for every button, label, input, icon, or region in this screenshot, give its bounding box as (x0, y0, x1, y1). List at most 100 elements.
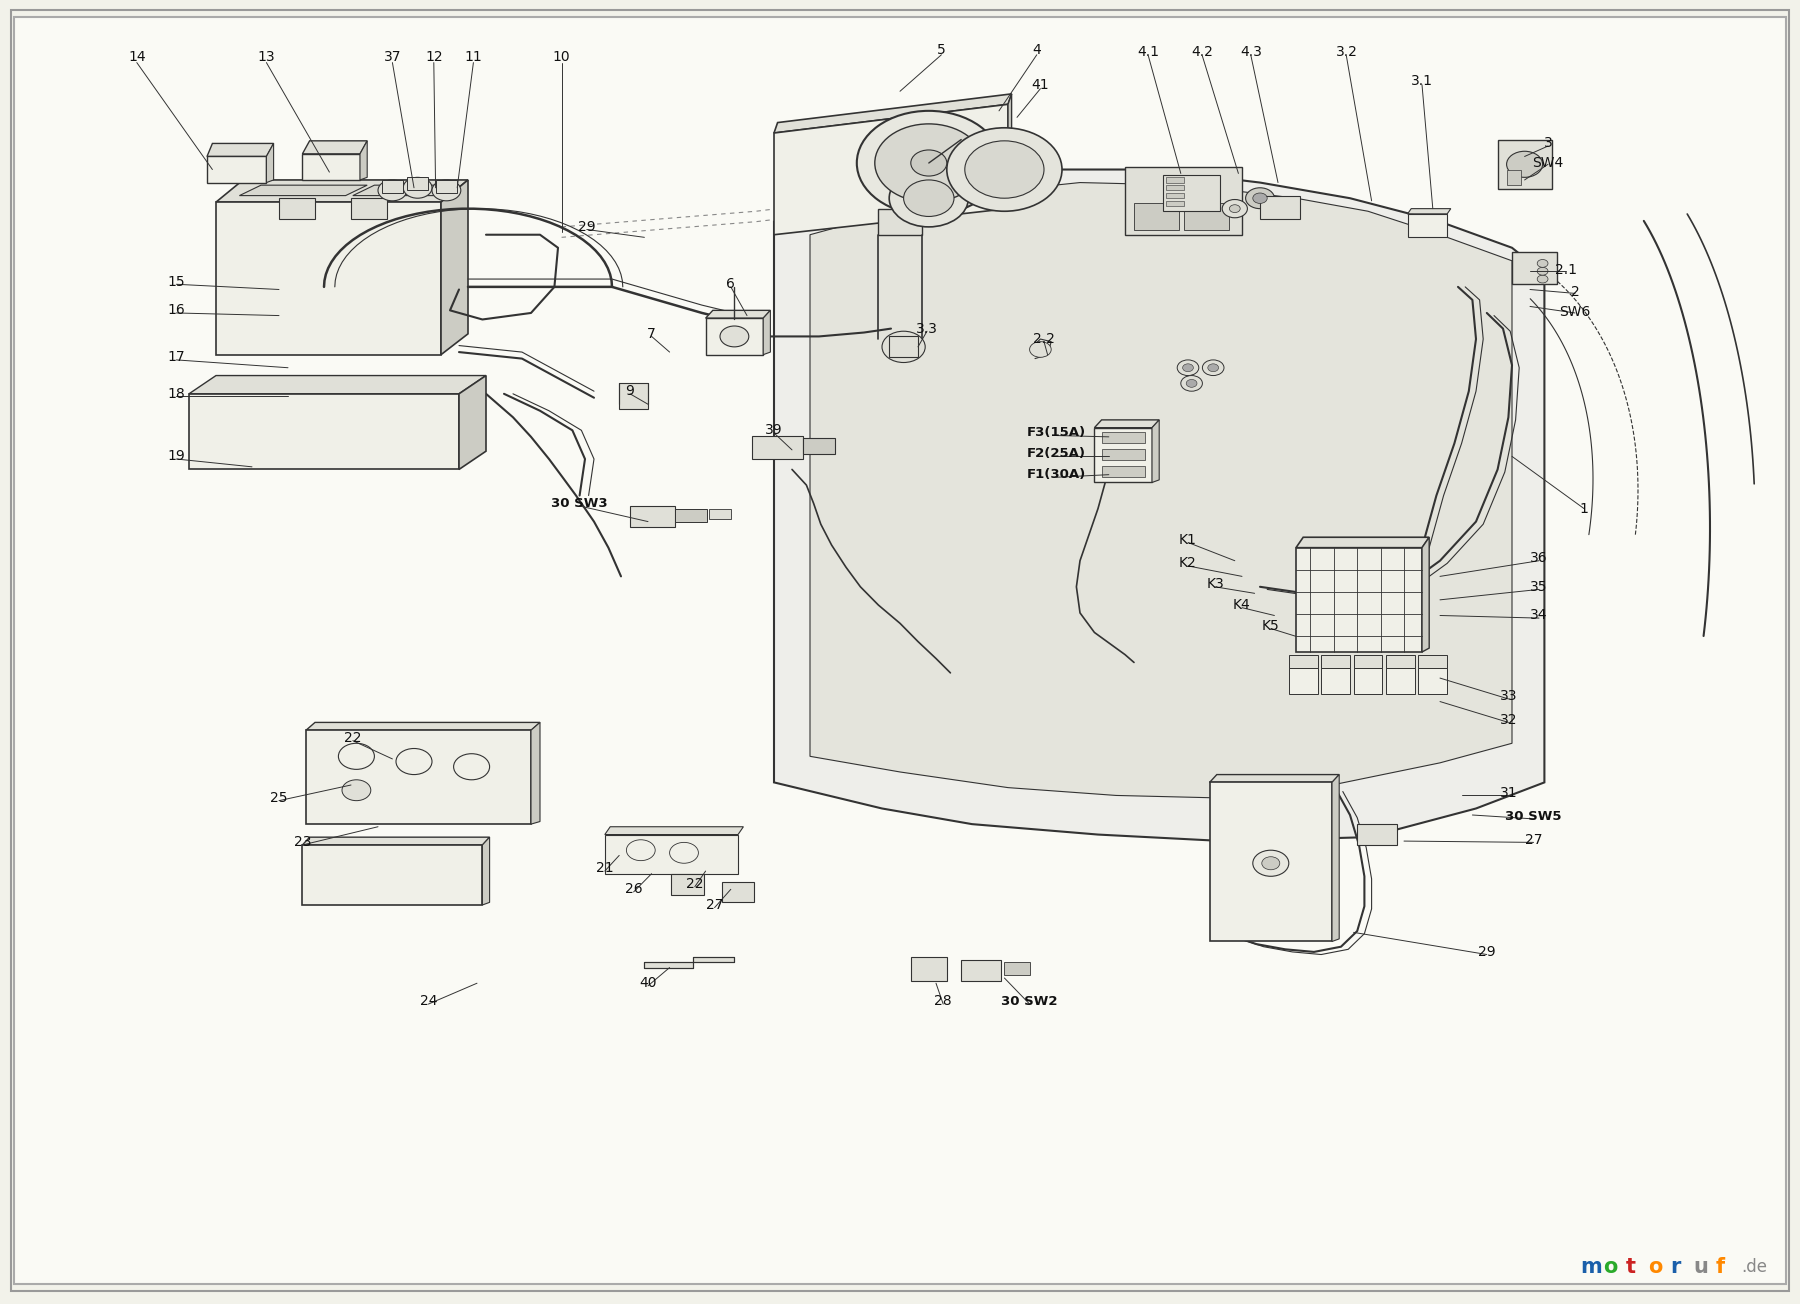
Circle shape (396, 748, 432, 775)
Text: 34: 34 (1530, 609, 1548, 622)
Polygon shape (302, 845, 482, 905)
Circle shape (889, 170, 968, 227)
Circle shape (1183, 364, 1193, 372)
Text: 17: 17 (167, 351, 185, 364)
Text: 4.1: 4.1 (1138, 46, 1159, 59)
Text: SW6: SW6 (1559, 305, 1591, 318)
Bar (619, 383, 648, 409)
Text: 6: 6 (727, 278, 734, 291)
Text: t: t (1625, 1257, 1636, 1278)
Polygon shape (1210, 775, 1339, 782)
Polygon shape (459, 376, 486, 469)
Text: F1(30A): F1(30A) (1028, 468, 1085, 481)
Bar (1512, 252, 1557, 284)
Circle shape (1202, 360, 1224, 376)
Polygon shape (531, 722, 540, 824)
Polygon shape (774, 170, 1544, 841)
Circle shape (882, 331, 925, 363)
Bar (436, 180, 457, 193)
Polygon shape (1354, 655, 1382, 668)
Circle shape (626, 840, 655, 861)
Bar (1498, 140, 1552, 189)
Text: 30 SW5: 30 SW5 (1505, 810, 1562, 823)
Circle shape (1262, 857, 1280, 870)
Bar (1163, 175, 1220, 211)
Text: 15: 15 (167, 275, 185, 288)
Text: K5: K5 (1262, 619, 1280, 632)
Bar (671, 874, 704, 895)
Bar (1166, 185, 1184, 190)
Bar (279, 198, 315, 219)
Polygon shape (441, 180, 468, 355)
Text: r: r (1670, 1257, 1681, 1278)
Text: f: f (1715, 1257, 1724, 1278)
Text: 4: 4 (1033, 43, 1040, 56)
Polygon shape (774, 104, 1008, 235)
Bar (675, 509, 707, 522)
Polygon shape (1386, 655, 1415, 668)
Polygon shape (1422, 537, 1429, 652)
Text: 29: 29 (1478, 945, 1496, 958)
Circle shape (1177, 360, 1199, 376)
Text: o: o (1602, 1257, 1616, 1278)
Polygon shape (605, 835, 738, 874)
Text: K2: K2 (1179, 557, 1197, 570)
Circle shape (1181, 376, 1202, 391)
Polygon shape (216, 202, 441, 355)
Polygon shape (1354, 668, 1382, 694)
Circle shape (911, 150, 947, 176)
Circle shape (1246, 188, 1274, 209)
Bar (407, 177, 428, 190)
Bar (1004, 962, 1030, 975)
Text: 24: 24 (419, 995, 437, 1008)
Bar (803, 438, 835, 454)
Circle shape (1030, 342, 1051, 357)
Polygon shape (1418, 655, 1447, 668)
Bar (630, 506, 675, 527)
Polygon shape (302, 141, 367, 154)
Circle shape (432, 180, 461, 201)
Text: 18: 18 (167, 387, 185, 400)
Text: 14: 14 (128, 51, 146, 64)
Polygon shape (266, 143, 274, 183)
Text: 9: 9 (626, 385, 634, 398)
Text: 2.1: 2.1 (1555, 263, 1577, 276)
Polygon shape (774, 94, 1012, 133)
Circle shape (670, 842, 698, 863)
Circle shape (403, 177, 432, 198)
Text: F2(25A): F2(25A) (1028, 447, 1085, 460)
Text: 19: 19 (167, 450, 185, 463)
Text: 10: 10 (553, 51, 571, 64)
Polygon shape (1289, 655, 1318, 668)
Text: 29: 29 (578, 220, 596, 233)
Text: 5: 5 (938, 43, 945, 56)
Circle shape (965, 141, 1044, 198)
Text: 3.1: 3.1 (1411, 74, 1433, 87)
Bar (709, 509, 731, 519)
Circle shape (1537, 267, 1548, 275)
Text: 26: 26 (625, 883, 643, 896)
Circle shape (1537, 275, 1548, 283)
Bar (722, 882, 754, 902)
Circle shape (1253, 193, 1267, 203)
Text: 40: 40 (639, 977, 657, 990)
Text: 13: 13 (257, 51, 275, 64)
Polygon shape (1408, 209, 1451, 214)
Polygon shape (1321, 655, 1350, 668)
Circle shape (904, 180, 954, 216)
Polygon shape (763, 310, 770, 355)
Polygon shape (1296, 548, 1422, 652)
Text: K3: K3 (1206, 578, 1224, 591)
Text: 11: 11 (464, 51, 482, 64)
Polygon shape (360, 141, 367, 180)
Text: m: m (1580, 1257, 1602, 1278)
Text: 21: 21 (596, 862, 614, 875)
Text: 28: 28 (934, 995, 952, 1008)
Circle shape (1229, 205, 1240, 213)
Circle shape (338, 743, 374, 769)
Polygon shape (1094, 420, 1159, 428)
Bar (1357, 824, 1397, 845)
Circle shape (720, 326, 749, 347)
Bar (1102, 449, 1145, 460)
Text: 23: 23 (293, 836, 311, 849)
